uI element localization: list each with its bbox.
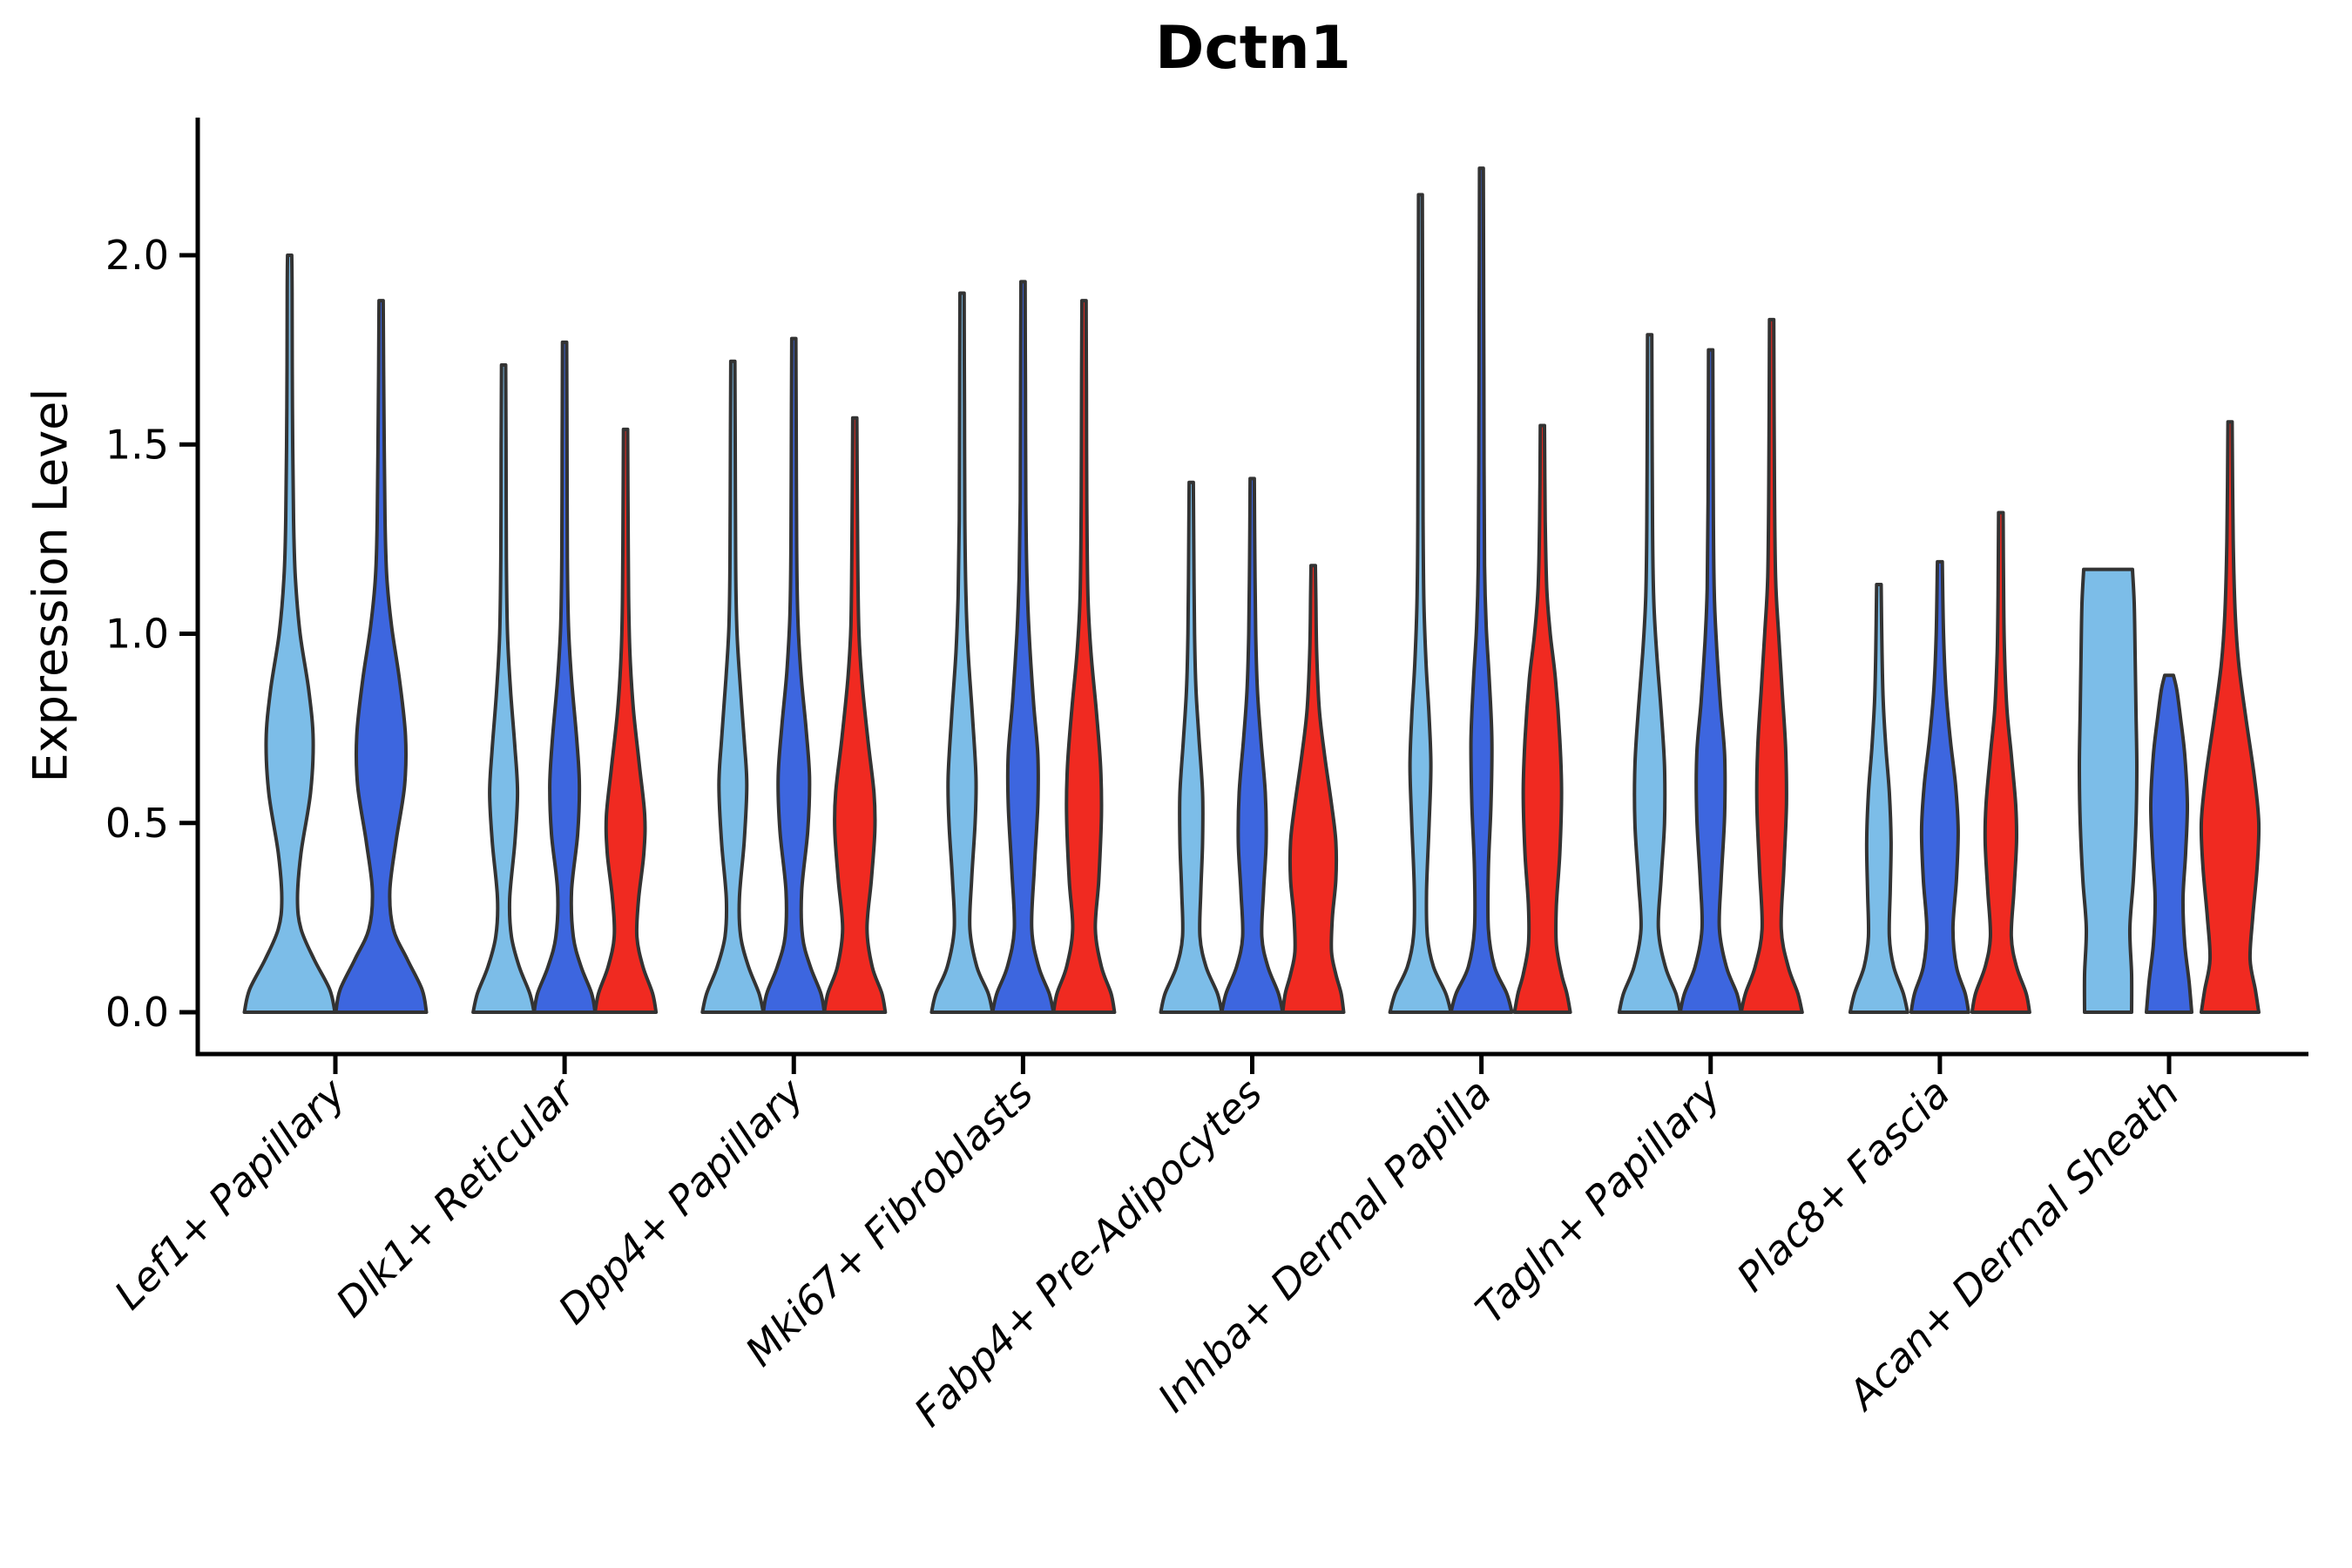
violin-inhba-dermal-papilla-red xyxy=(1512,423,1572,1014)
violin-mki67-fibroblasts-dark xyxy=(990,280,1056,1014)
x-tick-label-2: Dlk1+ Reticular xyxy=(327,1067,585,1326)
violin-tagln-papillary-red xyxy=(1739,317,1804,1014)
violin-plac8-fascia-light xyxy=(1848,583,1909,1014)
violin-acan-dermal-sheath-dark xyxy=(2145,673,2193,1014)
violin-inhba-dermal-papilla-light xyxy=(1388,193,1453,1014)
violin-plac8-fascia-dark xyxy=(1909,559,1970,1014)
violin-fabp4-pre-adipocytes-red xyxy=(1281,564,1346,1014)
violin-fabp4-pre-adipocytes-dark xyxy=(1220,476,1285,1014)
y-tick-label-1.5: 1.5 xyxy=(105,421,169,468)
violin-acan-dermal-sheath-red xyxy=(2199,420,2261,1014)
x-tick-label-8: Plac8+ Fascia xyxy=(1727,1070,1958,1301)
violin-mki67-fibroblasts-red xyxy=(1051,299,1117,1014)
y-tick-label-1.0: 1.0 xyxy=(105,611,169,658)
x-tick-label-1: Lef1+ Papillary xyxy=(105,1069,355,1318)
x-tick-label-3: Dpp4+ Papillary xyxy=(549,1069,813,1333)
violin-dlk1-reticular-red xyxy=(593,427,659,1014)
violin-tagln-papillary-light xyxy=(1617,333,1682,1014)
violin-dlk1-reticular-dark xyxy=(532,340,598,1014)
chart-title: Dctn1 xyxy=(1155,14,1351,83)
violin-lef1-papillary-dark xyxy=(334,299,429,1014)
violin-mki67-fibroblasts-light xyxy=(929,291,995,1014)
y-tick-label-0.0: 0.0 xyxy=(105,989,169,1036)
violin-lef1-papillary-light xyxy=(242,253,337,1014)
violin-inhba-dermal-papilla-dark xyxy=(1449,166,1514,1014)
violin-dpp4-papillary-dark xyxy=(761,336,827,1014)
violin-dlk1-reticular-light xyxy=(471,363,537,1014)
violin-fabp4-pre-adipocytes-light xyxy=(1159,480,1224,1014)
violin-dpp4-papillary-red xyxy=(822,416,888,1014)
violin-acan-dermal-sheath-light xyxy=(2078,567,2139,1014)
violin-dpp4-papillary-light xyxy=(700,359,766,1014)
violin-plac8-fascia-red xyxy=(1970,510,2031,1014)
x-tick-label-7: Tagln+ Papillary xyxy=(1466,1069,1730,1333)
violin-tagln-papillary-dark xyxy=(1678,348,1743,1014)
y-tick-label-2.0: 2.0 xyxy=(105,232,169,279)
y-tick-label-0.5: 0.5 xyxy=(105,800,169,847)
